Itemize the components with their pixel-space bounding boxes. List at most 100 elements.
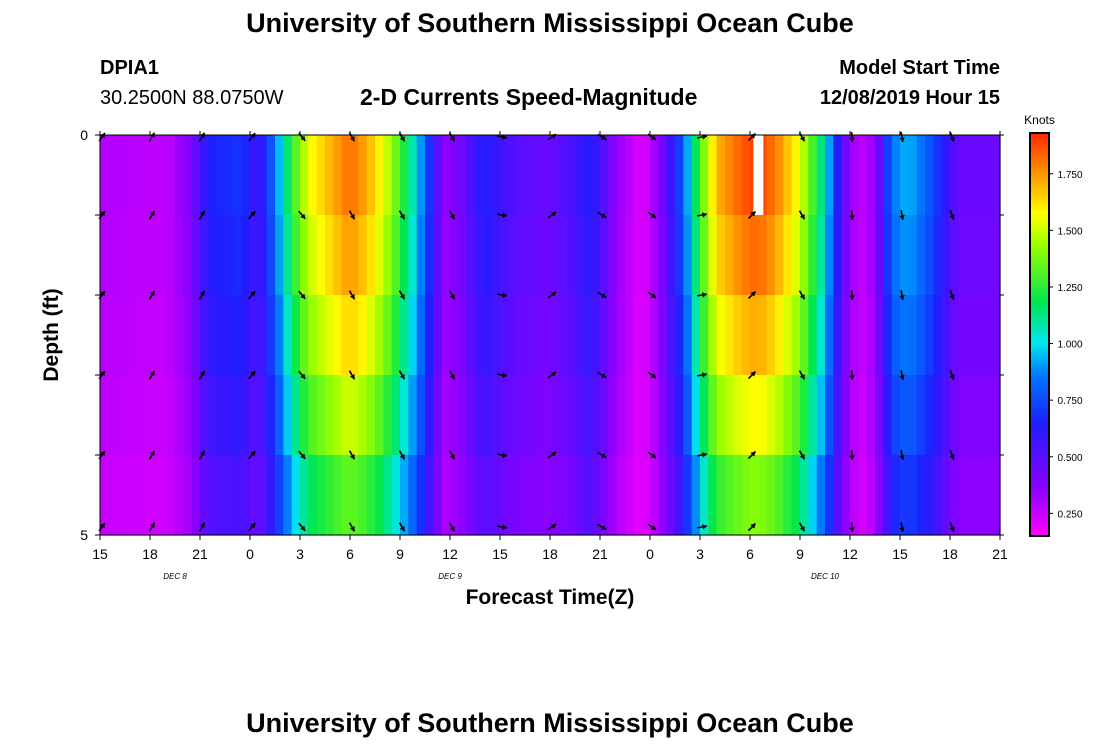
heatmap-cell: [825, 455, 834, 536]
heatmap-cell: [550, 455, 559, 536]
heatmap-cell: [850, 455, 859, 536]
heatmap-cell: [525, 455, 534, 536]
heatmap-cell: [241, 135, 251, 216]
current-arrow-head: [199, 522, 205, 528]
heatmap-cell: [383, 455, 393, 536]
current-arrow-head: [100, 132, 105, 139]
colorbar-segment: [1030, 525, 1049, 530]
heatmap-cell: [725, 455, 734, 536]
heatmap-cell: [716, 295, 726, 376]
current-arrow-head: [702, 134, 707, 140]
x-tick-label: 12: [442, 546, 458, 562]
heatmap-cell: [366, 455, 376, 536]
current-arrow-head: [349, 454, 355, 460]
colorbar-segment: [1030, 159, 1049, 164]
heatmap-cell: [366, 375, 376, 456]
current-arrow-head: [949, 374, 955, 380]
heatmap-cell: [908, 375, 918, 456]
heatmap-cell: [933, 295, 943, 376]
heatmap-cell: [108, 135, 118, 216]
heatmap-cell: [658, 375, 668, 456]
colorbar-frame: [1029, 132, 1050, 537]
heatmap-cell: [133, 375, 143, 456]
heatmap-cell: [875, 375, 884, 456]
current-arrow-head: [199, 210, 205, 216]
heatmap-cell: [391, 135, 401, 216]
heatmap-cell: [175, 375, 184, 456]
heatmap-cell: [441, 455, 451, 536]
colorbar-segment: [1030, 368, 1049, 373]
heatmap-cell: [316, 455, 326, 536]
current-arrow-head: [149, 290, 155, 296]
heatmap-cell: [750, 295, 759, 376]
heatmap-cell: [300, 295, 309, 376]
heatmap-cell: [150, 135, 159, 216]
colorbar-segment: [1030, 435, 1049, 440]
heatmap-cell: [708, 295, 718, 376]
current-arrow-head: [149, 132, 155, 138]
heatmap-cell: [816, 375, 826, 456]
heatmap-cell: [450, 215, 459, 296]
heatmap-cell: [283, 295, 293, 376]
heatmap-cell: [425, 215, 434, 296]
heatmap-cell: [458, 455, 468, 536]
current-arrow-head: [250, 371, 256, 377]
colorbar-segment: [1030, 307, 1049, 312]
heatmap-cell: [308, 135, 318, 216]
heatmap-cell: [800, 215, 809, 296]
heatmap-cell: [608, 135, 618, 216]
heatmap-cell: [650, 455, 659, 536]
heatmap-cell: [600, 135, 609, 216]
heatmap-cell: [808, 215, 818, 296]
heatmap-cell: [316, 215, 326, 296]
heatmap-cell: [350, 455, 359, 536]
heatmap-cell: [458, 135, 468, 216]
heatmap-cell: [858, 135, 868, 216]
heatmap-cell: [725, 375, 734, 456]
heatmap-cell: [141, 135, 151, 216]
heatmap-cell: [700, 375, 709, 456]
heatmap-cell: [866, 215, 876, 296]
heatmap-cell: [541, 135, 551, 216]
heatmap-cell: [416, 295, 426, 376]
heatmap-cell: [650, 215, 659, 296]
colorbar-segment: [1030, 210, 1049, 215]
heatmap-cell: [225, 375, 234, 456]
heatmap-cell: [475, 295, 484, 376]
heatmap-cell: [950, 295, 959, 376]
current-arrow-head: [799, 454, 805, 460]
heatmap-cell: [233, 455, 243, 536]
colorbar-segment: [1030, 532, 1049, 537]
heatmap-cell: [483, 455, 493, 536]
heatmap-cell: [416, 135, 426, 216]
heatmap-cell: [400, 295, 409, 376]
current-arrow-head: [601, 372, 607, 378]
current-arrow-head: [702, 212, 707, 218]
colorbar-segment: [1030, 250, 1049, 255]
heatmap-cell: [533, 215, 543, 296]
heatmap-cell: [766, 295, 776, 376]
heatmap-cell: [333, 135, 343, 216]
heatmap-cell: [216, 455, 226, 536]
heatmap-cell: [366, 295, 376, 376]
x-tick-label: 0: [246, 546, 254, 562]
heatmap-cell: [408, 135, 418, 216]
heatmap-cell: [858, 375, 868, 456]
heatmap-cell: [475, 215, 484, 296]
heatmap-cell: [583, 135, 593, 216]
station-coordinates: 30.2500N 88.0750W: [100, 87, 284, 109]
heatmap-cell: [558, 455, 568, 536]
heatmap-cell: [816, 295, 826, 376]
heatmap-cell: [641, 135, 651, 216]
heatmap-cell: [225, 215, 234, 296]
heatmap-cell: [350, 135, 359, 216]
heatmap-cell: [758, 295, 768, 376]
heatmap-cell: [691, 375, 701, 456]
heatmap-cell: [500, 215, 509, 296]
heatmap-cell: [891, 375, 901, 456]
colorbar-segment: [1030, 418, 1049, 423]
heatmap-cell: [350, 375, 359, 456]
heatmap-cell: [166, 135, 176, 216]
heatmap-cell: [466, 295, 476, 376]
heatmap-cell: [675, 375, 684, 456]
